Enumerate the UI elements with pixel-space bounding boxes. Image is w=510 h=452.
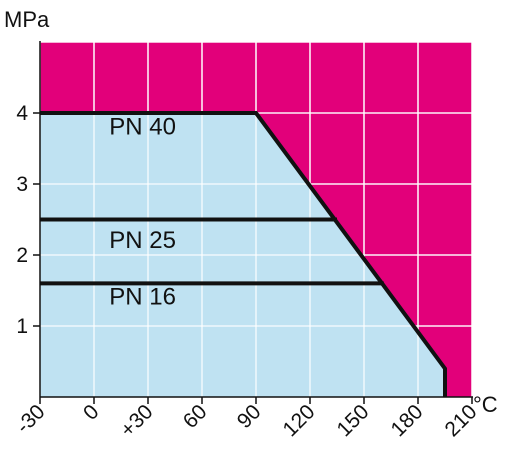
x-axis: -30 0 +30 60 90 120 150 180 210 <box>12 396 482 442</box>
y-axis: 1 2 3 4 <box>16 41 41 397</box>
x-tick-label: 60 <box>179 400 212 433</box>
y-tick-label: 4 <box>16 102 28 125</box>
x-axis-unit: °C <box>473 392 498 417</box>
limit-curve <box>40 111 447 397</box>
x-tick-label: +30 <box>116 400 157 441</box>
y-tick-label: 1 <box>16 315 28 338</box>
x-tick-label: 150 <box>332 400 373 441</box>
x-tick-label: 180 <box>386 400 427 441</box>
y-tick-label: 2 <box>16 244 28 267</box>
y-tick-label: 3 <box>16 173 28 196</box>
zone-label: PN 16 <box>109 284 176 311</box>
x-tick-label: -30 <box>12 400 50 438</box>
y-axis-unit: MPa <box>4 7 50 32</box>
zone-labels: PN 40 PN 25 PN 16 <box>109 113 176 310</box>
x-tick-label: 120 <box>278 400 319 441</box>
zone-label: PN 25 <box>109 227 176 254</box>
x-tick-label: 0 <box>79 400 104 425</box>
x-tick-label: 90 <box>233 400 266 433</box>
zone-label: PN 40 <box>109 113 176 140</box>
